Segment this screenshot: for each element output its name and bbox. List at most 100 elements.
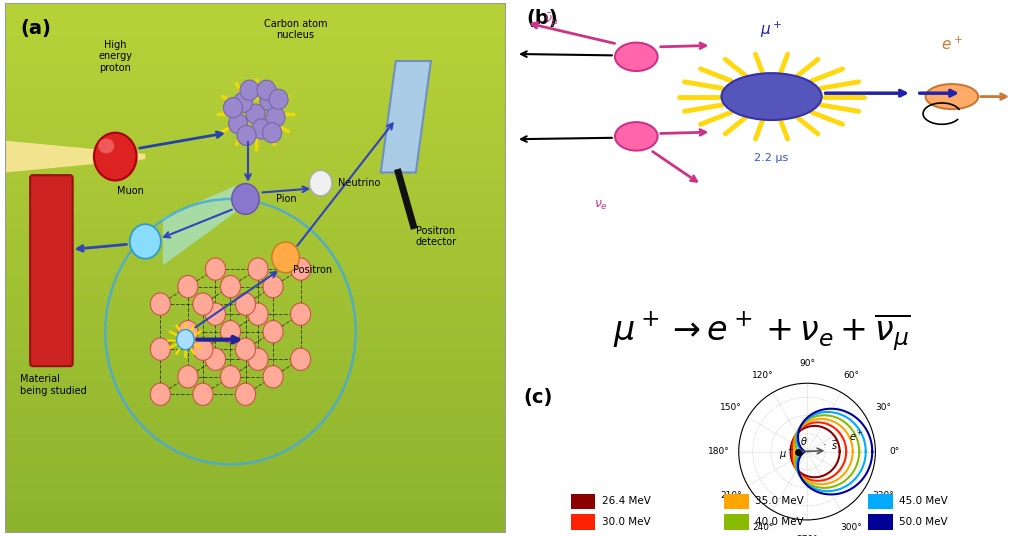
Bar (5, 520, 506, 527)
Bar (5, 347, 506, 354)
Ellipse shape (193, 338, 212, 360)
Ellipse shape (263, 276, 283, 297)
Bar (5, 400, 506, 407)
Ellipse shape (615, 122, 657, 151)
Bar (5, 368, 506, 374)
Ellipse shape (205, 258, 225, 280)
Ellipse shape (193, 293, 212, 315)
Bar (5, 135, 506, 142)
Bar (5, 480, 506, 487)
Bar (5, 341, 506, 347)
Ellipse shape (177, 330, 194, 349)
Bar (5, 294, 506, 301)
Bar (5, 162, 506, 168)
Text: $\mu^+$: $\mu^+$ (778, 447, 794, 463)
Bar (5, 148, 506, 155)
Bar (5, 274, 506, 281)
Ellipse shape (178, 321, 198, 343)
Bar (5, 115, 506, 122)
Ellipse shape (151, 293, 170, 315)
Bar (570, 494, 594, 509)
Text: 50.0 MeV: 50.0 MeV (899, 517, 947, 527)
Bar (5, 235, 506, 241)
Text: 26.4 MeV: 26.4 MeV (602, 496, 650, 507)
Bar (5, 129, 506, 135)
Bar (5, 388, 506, 394)
Bar (5, 354, 506, 361)
Ellipse shape (272, 242, 299, 273)
Bar (723, 494, 748, 509)
Ellipse shape (236, 383, 255, 405)
Text: 40.0 MeV: 40.0 MeV (754, 517, 803, 527)
Bar (5, 182, 506, 188)
Bar (5, 334, 506, 341)
Ellipse shape (248, 303, 268, 325)
Bar (867, 494, 892, 509)
Text: Neutrino: Neutrino (338, 178, 380, 188)
Bar (5, 155, 506, 162)
Bar (5, 487, 506, 494)
Polygon shape (380, 61, 431, 173)
Text: $\mu^+$: $\mu^+$ (759, 19, 783, 40)
Bar (5, 102, 506, 109)
Bar (5, 62, 506, 69)
Ellipse shape (234, 92, 253, 113)
Bar (5, 221, 506, 228)
Bar (5, 315, 506, 321)
Ellipse shape (223, 98, 243, 118)
Ellipse shape (260, 91, 279, 111)
Bar (5, 494, 506, 500)
Text: High
energy
proton: High energy proton (98, 40, 132, 73)
Ellipse shape (252, 119, 271, 139)
Ellipse shape (263, 366, 283, 388)
Text: 35.0 MeV: 35.0 MeV (754, 496, 804, 507)
Text: 2.2 μs: 2.2 μs (753, 153, 788, 163)
Bar (5, 308, 506, 315)
Bar (5, 268, 506, 274)
Bar (5, 49, 506, 56)
Bar (5, 441, 506, 447)
Ellipse shape (228, 114, 248, 134)
Ellipse shape (220, 321, 241, 343)
Bar (570, 515, 594, 530)
Ellipse shape (721, 73, 821, 120)
Bar (5, 460, 506, 467)
Text: $\theta$: $\theta$ (800, 435, 808, 447)
Bar (5, 56, 506, 62)
Ellipse shape (615, 42, 657, 71)
Text: $e^+$: $e^+$ (940, 35, 961, 53)
Ellipse shape (236, 293, 255, 315)
Bar (5, 327, 506, 334)
Bar (5, 427, 506, 434)
Bar (5, 202, 506, 209)
Text: Positron
detector: Positron detector (416, 226, 457, 247)
Ellipse shape (240, 80, 259, 100)
Ellipse shape (266, 107, 285, 128)
Bar (5, 16, 506, 23)
FancyBboxPatch shape (30, 175, 73, 366)
Text: (b): (b) (526, 9, 557, 27)
Bar (723, 515, 748, 530)
Ellipse shape (129, 224, 161, 259)
Bar (5, 527, 506, 533)
Bar (5, 228, 506, 235)
Bar (5, 255, 506, 262)
Bar (5, 188, 506, 195)
Ellipse shape (236, 338, 255, 360)
Bar (5, 82, 506, 89)
Bar (5, 381, 506, 388)
Text: (a): (a) (20, 19, 51, 38)
Bar (5, 95, 506, 102)
Bar (5, 76, 506, 82)
Ellipse shape (178, 366, 198, 388)
Bar (5, 421, 506, 427)
Bar (5, 175, 506, 182)
Bar (5, 374, 506, 381)
Ellipse shape (232, 184, 259, 214)
Bar (5, 248, 506, 255)
Bar (5, 414, 506, 421)
Bar (5, 42, 506, 49)
Bar (5, 215, 506, 221)
Ellipse shape (178, 276, 198, 297)
Text: Pion: Pion (275, 194, 296, 204)
